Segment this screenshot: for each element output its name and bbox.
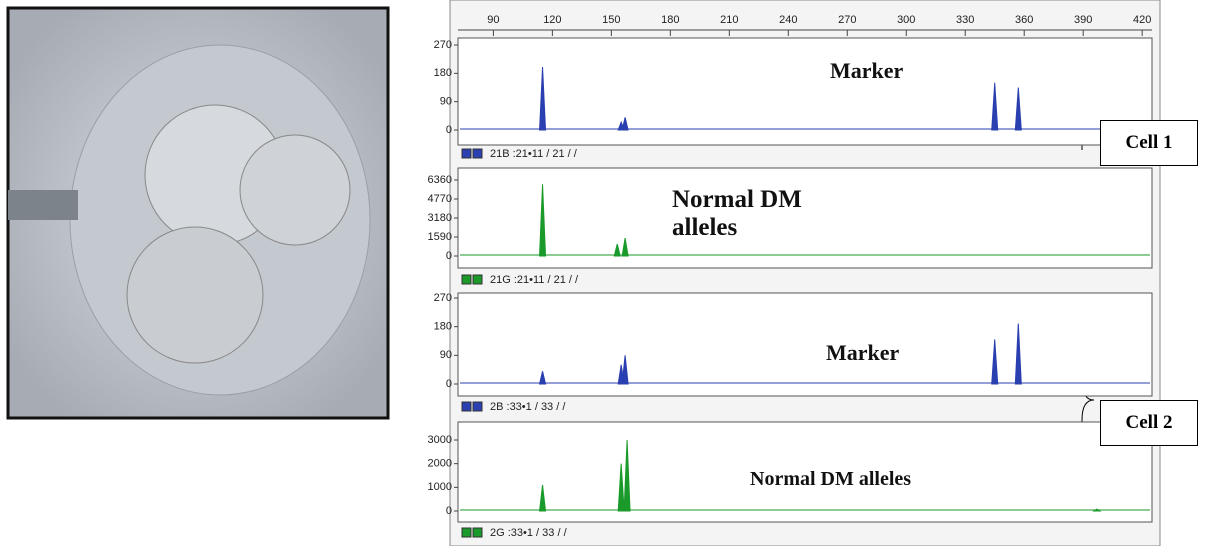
y-tick-label: 90 xyxy=(440,349,452,361)
figure: 90 120 150 180 210 240 270 300 330 360 390 420 0 90 18… xyxy=(0,0,1205,546)
icon xyxy=(473,402,482,411)
x-tick-label: 270 xyxy=(838,14,856,26)
sample-label: 21B :21•11 / 21 / / xyxy=(490,148,578,160)
y-tick-label: 0 xyxy=(446,124,452,136)
icon xyxy=(473,275,482,284)
y-tick-label: 1590 xyxy=(428,231,452,243)
annotation: Normal DM alleles xyxy=(750,468,911,491)
y-tick-label: 270 xyxy=(434,292,452,304)
icon xyxy=(473,149,482,158)
y-tick-label: 180 xyxy=(434,321,452,333)
icon xyxy=(473,528,482,537)
cell-label: Cell 2 xyxy=(1100,400,1198,446)
x-tick-label: 300 xyxy=(897,14,915,26)
x-tick-label: 360 xyxy=(1015,14,1033,26)
sample-label: 21G :21•11 / 21 / / xyxy=(490,274,579,286)
icon xyxy=(462,402,471,411)
x-tick-label: 120 xyxy=(543,14,561,26)
y-tick-label: 180 xyxy=(434,67,452,79)
sample-label: 2B :33•1 / 33 / / xyxy=(490,401,566,413)
y-tick-label: 0 xyxy=(446,505,452,517)
cell-shape xyxy=(240,135,350,245)
x-tick-label: 330 xyxy=(956,14,974,26)
y-tick-label: 3000 xyxy=(428,434,452,446)
x-tick-label: 210 xyxy=(720,14,738,26)
y-tick-label: 3180 xyxy=(428,212,452,224)
icon xyxy=(462,149,471,158)
panel xyxy=(458,293,1152,396)
y-tick-label: 0 xyxy=(446,378,452,390)
annotation: Normal DM alleles xyxy=(672,186,822,242)
x-tick-label: 240 xyxy=(779,14,797,26)
y-tick-label: 90 xyxy=(440,96,452,108)
icon xyxy=(462,528,471,537)
x-tick-label: 90 xyxy=(487,14,499,26)
y-tick-label: 270 xyxy=(434,39,452,51)
cell-label: Cell 1 xyxy=(1100,120,1198,166)
annotation: Marker xyxy=(830,58,903,84)
y-tick-label: 2000 xyxy=(428,458,452,470)
y-tick-label: 4770 xyxy=(428,193,452,205)
x-tick-label: 150 xyxy=(602,14,620,26)
x-tick-label: 180 xyxy=(661,14,679,26)
chart: 90 120 150 180 210 240 270 300 330 360 390 420 0 90 18… xyxy=(0,0,1205,546)
x-tick-label: 390 xyxy=(1074,14,1092,26)
y-tick-label: 1000 xyxy=(428,481,452,493)
annotation: Marker xyxy=(826,340,899,366)
icon xyxy=(462,275,471,284)
pipette xyxy=(8,190,78,220)
sample-label: 2G :33•1 / 33 / / xyxy=(490,527,568,539)
y-tick-label: 6360 xyxy=(428,174,452,186)
x-tick-label: 420 xyxy=(1133,14,1151,26)
cell-shape xyxy=(127,227,263,363)
y-tick-label: 0 xyxy=(446,250,452,262)
